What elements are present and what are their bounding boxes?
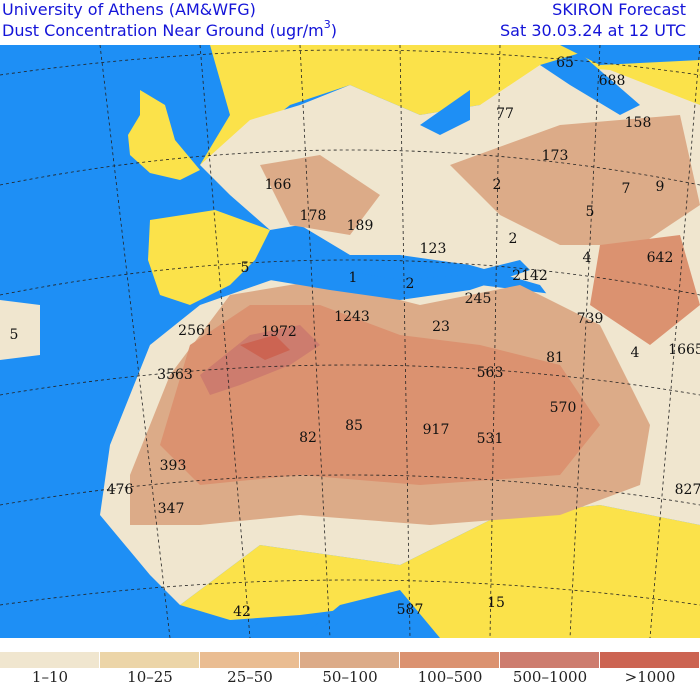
product-text: Dust Concentration Near Ground (ugr/m [2, 21, 324, 40]
legend-label: 1–10 [31, 668, 69, 686]
unit-close: ) [330, 21, 337, 40]
dust-100-500 [160, 235, 700, 485]
map-value-label: 1972 [261, 324, 297, 340]
map-value-label: 1 [349, 270, 358, 286]
map-value-label: 2 [406, 276, 415, 292]
map-value-label: 166 [265, 177, 292, 193]
legend-label: 100–500 [417, 668, 483, 686]
map-value-label: 23 [432, 319, 450, 335]
land-uk [128, 90, 200, 180]
map-value-label: 123 [420, 241, 447, 257]
legend-swatch [600, 652, 699, 668]
map-value-label: 2 [509, 231, 518, 247]
map-value-label: 3563 [157, 367, 193, 383]
model-title: SKIRON Forecast [552, 0, 686, 19]
black-sea [420, 90, 470, 135]
map-value-label: 7 [622, 181, 631, 197]
caspian-sea [540, 53, 640, 115]
map-value-label: 688 [599, 73, 626, 89]
dust-500-1000 [200, 325, 320, 395]
map-value-label: 4 [631, 345, 640, 361]
land-africa-south [180, 505, 700, 638]
map-value-label: 42 [233, 604, 251, 620]
map-value-label: 563 [477, 365, 504, 381]
legend-label: 50–100 [322, 668, 378, 686]
map-value-label: 642 [647, 250, 674, 266]
graticule [0, 45, 700, 638]
map-value-label: 531 [477, 431, 504, 447]
mediterranean-sea [255, 245, 530, 300]
institution-title: University of Athens (AM&WFG) [2, 0, 256, 19]
unit-superscript: 3 [323, 18, 331, 31]
legend-swatch [500, 652, 599, 668]
map-value-label: 15 [487, 595, 505, 611]
valid-time: Sat 30.03.24 at 12 UTC [500, 21, 686, 40]
product-title: Dust Concentration Near Ground (ugr/m3) [2, 18, 337, 43]
land-iberia [148, 210, 270, 305]
dust-over-1000 [240, 335, 290, 360]
map-value-label: 917 [423, 422, 450, 438]
legend-label: 10–25 [127, 668, 173, 686]
legend-swatch [200, 652, 299, 668]
map-value-label: 2 [493, 177, 502, 193]
map-value-label: 5 [10, 327, 19, 343]
map-value-label: 85 [345, 418, 363, 434]
gulf-of-guinea [300, 590, 440, 638]
map-value-label: 5 [241, 260, 250, 276]
map-value-label: 347 [158, 501, 185, 517]
legend-swatch [0, 652, 99, 668]
map-value-label: 178 [300, 208, 327, 224]
map-value-label: 2142 [512, 268, 548, 284]
map-value-label: 476 [107, 482, 134, 498]
legend-label: >1000 [624, 668, 676, 686]
map-value-label: 65 [556, 55, 574, 71]
map-value-label: 189 [347, 218, 374, 234]
map-value-label: 173 [542, 148, 569, 164]
map-value-label: 245 [465, 291, 492, 307]
map-value-label: 5 [586, 204, 595, 220]
map-value-label: 1243 [334, 309, 370, 325]
map-value-label: 739 [577, 311, 604, 327]
map-value-label: 570 [550, 400, 577, 416]
map-value-label: 4 [583, 250, 592, 266]
map-value-label: 1665 [668, 342, 700, 358]
legend-label: 25–50 [227, 668, 273, 686]
legend-swatch [400, 652, 499, 668]
map-value-label: 9 [656, 179, 665, 195]
map-value-label: 81 [546, 350, 564, 366]
legend-swatch [300, 652, 399, 668]
legend-label: 500–1000 [512, 668, 588, 686]
map-value-label: 827 [675, 482, 700, 498]
map-value-label: 2561 [178, 323, 214, 339]
map-value-label: 82 [299, 430, 317, 446]
legend-swatch [100, 652, 199, 668]
map-value-label: 158 [625, 115, 652, 131]
map-value-label: 587 [397, 602, 424, 618]
map-value-label: 393 [160, 458, 187, 474]
map-value-label: 77 [496, 106, 514, 122]
